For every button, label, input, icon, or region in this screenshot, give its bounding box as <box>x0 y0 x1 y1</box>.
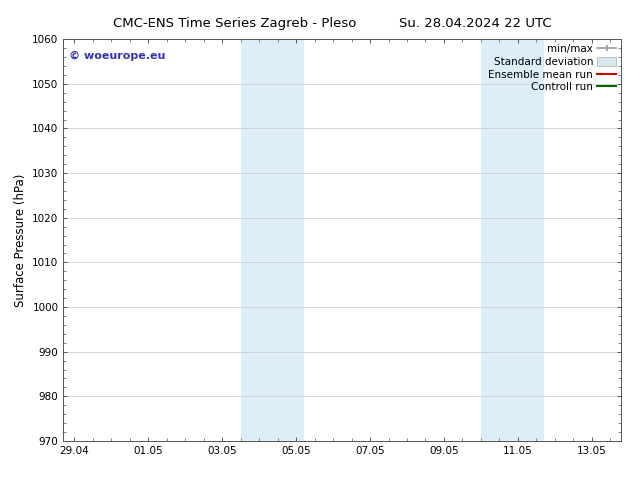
Bar <box>481 39 544 441</box>
Bar <box>241 39 304 441</box>
Y-axis label: Surface Pressure (hPa): Surface Pressure (hPa) <box>14 173 27 307</box>
Legend: min/max, Standard deviation, Ensemble mean run, Controll run: min/max, Standard deviation, Ensemble me… <box>488 45 616 92</box>
Text: CMC-ENS Time Series Zagreb - Pleso: CMC-ENS Time Series Zagreb - Pleso <box>113 17 356 30</box>
Text: © woeurope.eu: © woeurope.eu <box>69 51 165 61</box>
Text: Su. 28.04.2024 22 UTC: Su. 28.04.2024 22 UTC <box>399 17 552 30</box>
